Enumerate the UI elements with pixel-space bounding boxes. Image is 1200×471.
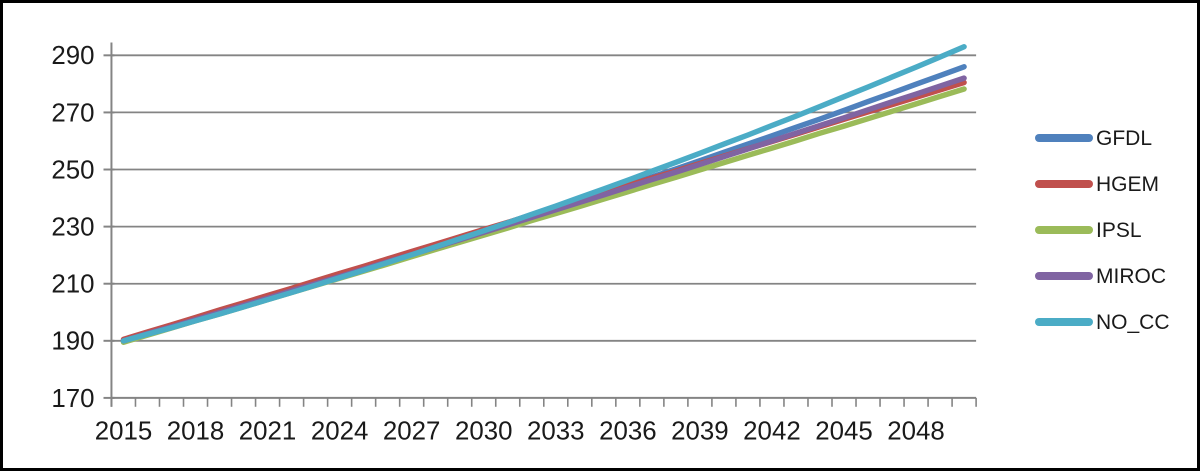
legend-label-miroc: MIROC bbox=[1096, 264, 1166, 288]
y-tick-label: 190 bbox=[51, 328, 94, 356]
axes bbox=[103, 42, 977, 407]
y-axis-labels: 170 190 210 230 250 270 290 bbox=[51, 42, 94, 412]
legend-swatch-hgem bbox=[1035, 180, 1093, 188]
x-tick-label: 2039 bbox=[671, 417, 729, 445]
y-tick-label: 250 bbox=[51, 156, 94, 184]
legend-item-ipsl: IPSL bbox=[1035, 218, 1170, 242]
x-tick-label: 2027 bbox=[383, 417, 441, 445]
y-tick-label: 270 bbox=[51, 99, 94, 127]
x-axis-labels: 2015 2018 2021 2024 2027 2030 2033 2036 2039 2042… bbox=[95, 417, 945, 445]
x-tick-label: 2045 bbox=[815, 417, 873, 445]
y-tick-label: 210 bbox=[51, 271, 94, 299]
legend: GFDL HGEM IPSL MIROC NO_CC bbox=[1035, 126, 1170, 334]
gridlines bbox=[111, 54, 977, 342]
x-tick-label: 2048 bbox=[887, 417, 945, 445]
series-line-no_cc bbox=[120, 44, 967, 344]
x-tick-label: 2036 bbox=[599, 417, 657, 445]
x-tick-label: 2024 bbox=[311, 417, 369, 445]
legend-swatch-nocc bbox=[1035, 318, 1093, 326]
y-tick-label: 290 bbox=[51, 42, 94, 70]
x-tick-label: 2042 bbox=[743, 417, 801, 445]
x-tick-label: 2018 bbox=[167, 417, 225, 445]
x-tick-label: 2015 bbox=[95, 417, 153, 445]
legend-swatch-ipsl bbox=[1035, 226, 1093, 234]
legend-label-gfdl: GFDL bbox=[1096, 126, 1153, 150]
legend-label-nocc: NO_CC bbox=[1096, 310, 1170, 334]
legend-swatch-miroc bbox=[1035, 272, 1093, 280]
x-tick-label: 2030 bbox=[455, 417, 513, 445]
legend-item-nocc: NO_CC bbox=[1035, 310, 1170, 334]
y-tick-label: 170 bbox=[51, 385, 94, 413]
y-tick-label: 230 bbox=[51, 214, 94, 242]
x-tick-label: 2021 bbox=[239, 417, 297, 445]
legend-label-hgem: HGEM bbox=[1096, 172, 1159, 196]
x-tick-label: 2033 bbox=[527, 417, 585, 445]
series-lines bbox=[120, 44, 967, 345]
legend-item-hgem: HGEM bbox=[1035, 172, 1170, 196]
legend-item-miroc: MIROC bbox=[1035, 264, 1170, 288]
legend-label-ipsl: IPSL bbox=[1096, 218, 1142, 242]
legend-item-gfdl: GFDL bbox=[1035, 126, 1170, 150]
legend-swatch-gfdl bbox=[1035, 134, 1093, 142]
